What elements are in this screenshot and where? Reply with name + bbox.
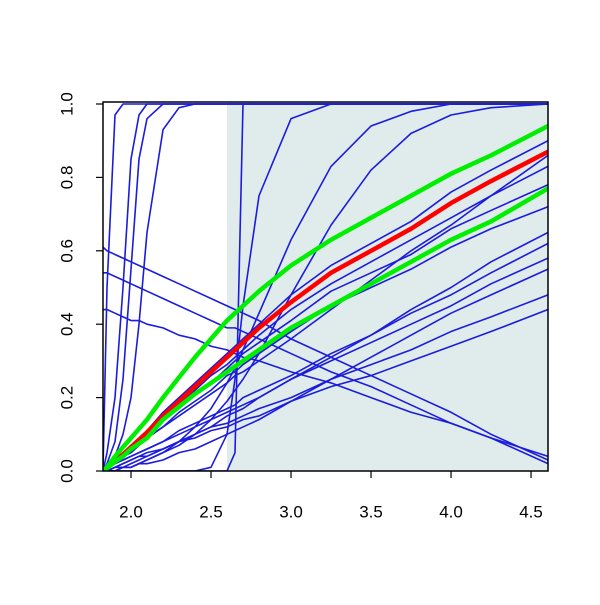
x-tick-label: 4.5: [519, 502, 543, 521]
y-tick-label: 0.0: [57, 459, 76, 483]
x-tick-label: 3.5: [359, 502, 383, 521]
y-tick-label: 0.6: [57, 239, 76, 263]
x-tick-label: 2.5: [199, 502, 223, 521]
series-line: [103, 186, 548, 471]
y-tick-label: 1.0: [57, 92, 76, 116]
series-line: [103, 246, 548, 461]
y-tick-label: 0.8: [57, 166, 76, 190]
series-line: [103, 231, 548, 471]
series-line: [103, 103, 548, 471]
x-tick-label: 2.0: [119, 502, 143, 521]
axes: 2.0 2.5 3.0 3.5 4.0 4.5 0.0 0.2 0.4 0.6 0.8 1.0: [57, 92, 542, 521]
series-line: [103, 294, 548, 471]
x-tick-label: 4.0: [439, 502, 463, 521]
y-tick-label: 0.4: [57, 312, 76, 336]
series-line: [103, 124, 548, 471]
plot-frame: [102, 101, 549, 472]
shaded-region: [227, 102, 548, 471]
x-tick-label: 3.0: [279, 502, 303, 521]
y-tick-label: 0.2: [57, 386, 76, 410]
series-line: [103, 242, 548, 471]
plot-area: [103, 102, 548, 471]
series-line: [103, 272, 548, 465]
series-line: [103, 103, 548, 471]
